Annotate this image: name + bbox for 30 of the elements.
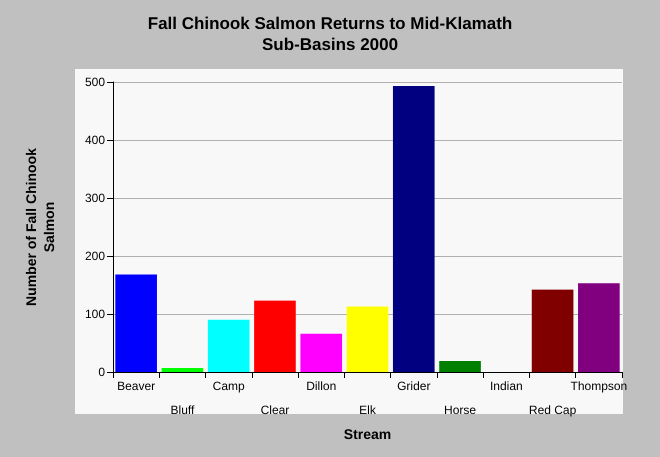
x-axis-title: Stream bbox=[344, 426, 392, 442]
x-tick-label: Horse bbox=[444, 403, 476, 417]
bar bbox=[578, 283, 620, 372]
y-tick-label: 300 bbox=[84, 191, 106, 205]
bar bbox=[532, 290, 574, 372]
x-tick-label: Camp bbox=[212, 379, 246, 393]
bar bbox=[392, 86, 435, 372]
x-tick-label: Dillon bbox=[306, 379, 336, 393]
x-tick-label: Indian bbox=[490, 379, 523, 393]
y-tick-label: 200 bbox=[84, 249, 106, 263]
x-tick-label: Red Cap bbox=[528, 403, 577, 417]
bar bbox=[254, 300, 296, 372]
y-tick-label: 0 bbox=[98, 365, 106, 379]
y-tick-label: 400 bbox=[84, 133, 106, 147]
bar bbox=[208, 320, 250, 372]
y-axis-title: Number of Fall Chinook Salmon bbox=[23, 148, 57, 306]
bar bbox=[300, 334, 342, 372]
y-tick-label: 500 bbox=[84, 75, 106, 89]
x-tick-label: Thompson bbox=[570, 379, 628, 393]
y-tick-label: 100 bbox=[84, 307, 106, 321]
bar bbox=[115, 274, 157, 372]
x-tick-label: Bluff bbox=[170, 403, 195, 417]
bar bbox=[162, 368, 204, 372]
x-tick-label: Clear bbox=[260, 403, 290, 417]
x-tick-label: Elk bbox=[359, 403, 377, 417]
bar bbox=[439, 360, 481, 372]
x-tick-label: Beaver bbox=[117, 379, 156, 393]
x-tick-label: Grider bbox=[397, 379, 430, 393]
chart-title: Fall Chinook Salmon Returns to Mid-Klamath Sub-Basins 2000 bbox=[148, 14, 512, 54]
bar bbox=[346, 306, 388, 372]
